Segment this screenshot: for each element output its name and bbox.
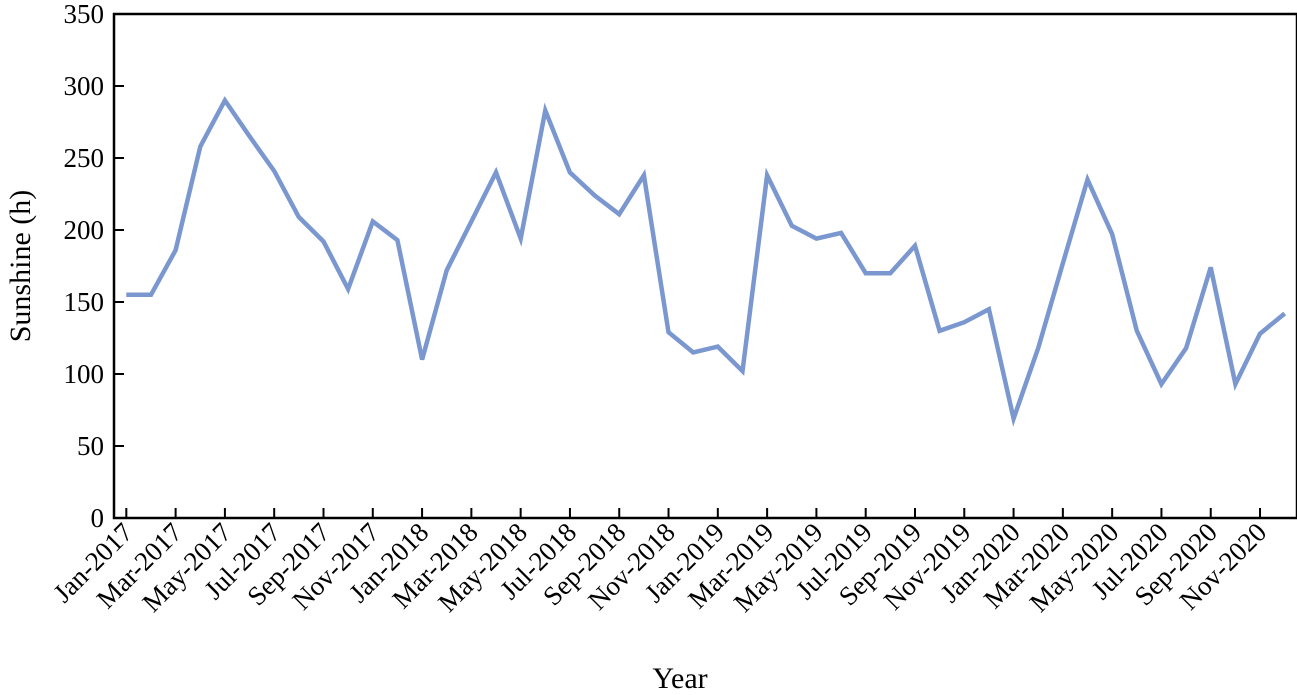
series-line xyxy=(126,96,1287,427)
y-tick-label: 300 xyxy=(64,71,105,101)
plot-frame xyxy=(112,12,1297,520)
y-tick-label: 200 xyxy=(64,215,105,245)
y-tick-label: 100 xyxy=(64,359,105,389)
y-tick-label: 50 xyxy=(77,431,104,461)
y-tick-label: 150 xyxy=(64,287,105,317)
y-tick-label: 250 xyxy=(64,143,105,173)
y-axis-ticks: 0 50 100 150 200 250 300 350 xyxy=(64,0,124,533)
y-tick-label: 350 xyxy=(64,0,105,29)
x-axis-ticks: Jan-2017Mar-2017May-2017Jul-2017Sep-2017… xyxy=(47,508,1272,618)
y-tick-label: 0 xyxy=(91,503,105,533)
x-axis-label: Year xyxy=(652,662,707,695)
y-axis-label: Sunshine (h) xyxy=(4,190,37,343)
